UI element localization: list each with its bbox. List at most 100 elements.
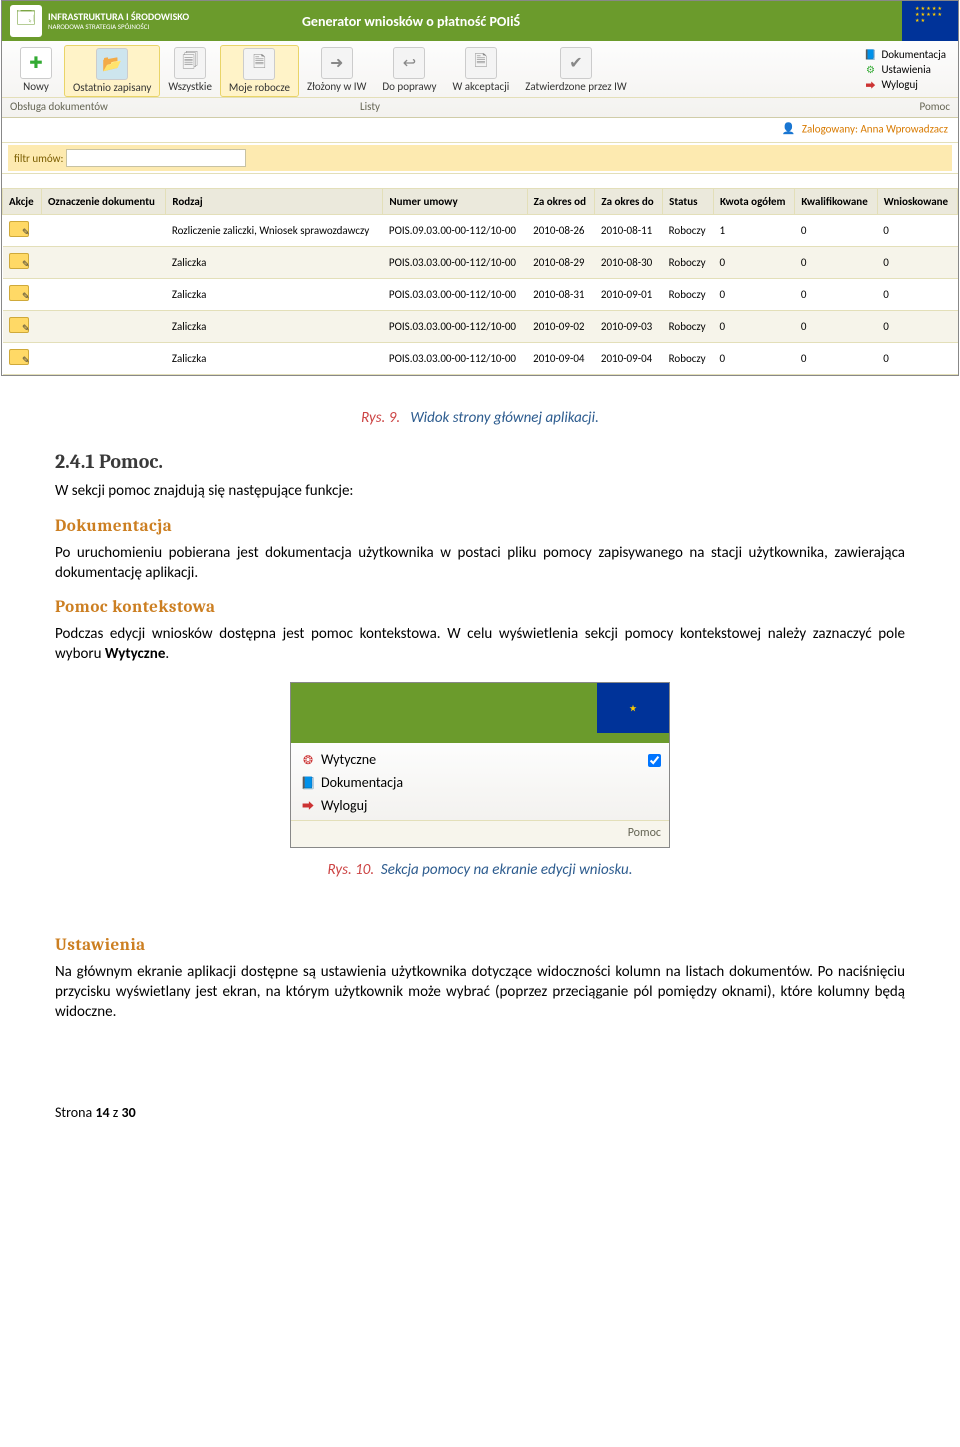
toolbar-label: Nowy bbox=[23, 81, 49, 93]
table-header-cell: Za okres do bbox=[595, 189, 663, 215]
pk-text-1: Podczas edycji wniosków dostępna jest po… bbox=[55, 625, 905, 663]
heading-pomoc-kontekstowa: Pomoc kontekstowa bbox=[55, 597, 905, 620]
wytyczne-checkbox[interactable] bbox=[648, 754, 661, 767]
toolbar-button[interactable]: ↩Do poprawy bbox=[374, 45, 444, 97]
table-cell bbox=[3, 311, 42, 343]
table-cell: 0 bbox=[713, 343, 794, 375]
table-header-cell: Akcje bbox=[3, 189, 42, 215]
documents-table: AkcjeOznaczenie dokumentuRodzajNumer umo… bbox=[2, 188, 958, 375]
page-footer: Strona 14 z 30 bbox=[0, 1034, 960, 1141]
table-cell: 2010-08-26 bbox=[527, 215, 595, 247]
section-intro: W sekcji pomoc znajdują się następujące … bbox=[55, 481, 905, 501]
para-pomoc-kontekstowa: Podczas edycji wniosków dostępna jest po… bbox=[55, 624, 905, 665]
table-cell: POIS.03.03.00-00-112/10-00 bbox=[383, 343, 527, 375]
table-cell: POIS.03.03.00-00-112/10-00 bbox=[383, 311, 527, 343]
toolbar-button[interactable]: 🗐 Wszystkie bbox=[160, 45, 220, 97]
table-cell: 2010-09-02 bbox=[527, 311, 595, 343]
pf-cur: 14 bbox=[95, 1104, 109, 1121]
logo-icon: 🗔 bbox=[10, 5, 42, 37]
edit-icon[interactable] bbox=[9, 285, 29, 301]
table-header-cell: Wnioskowane bbox=[877, 189, 957, 215]
toolbar-icon: 📂 bbox=[96, 48, 128, 80]
ustawienia-icon: ⚙ bbox=[863, 63, 877, 76]
table-cell: 0 bbox=[795, 279, 877, 311]
table-header-cell: Status bbox=[663, 189, 714, 215]
heading-dokumentacja: Dokumentacja bbox=[55, 516, 905, 539]
table-row[interactable]: Rozliczenie zaliczki, Wniosek sprawozdaw… bbox=[3, 215, 958, 247]
edit-icon[interactable] bbox=[9, 317, 29, 333]
table-cell bbox=[42, 343, 166, 375]
ribbon-section-right: Pomoc bbox=[870, 100, 950, 113]
section-heading: 2.4.1 Pomoc. bbox=[55, 448, 905, 475]
filter-input[interactable] bbox=[66, 149, 246, 167]
toolbar-icon: 🗎 bbox=[465, 47, 497, 79]
fig10-caption: Sekcja pomocy na ekranie edycji wniosku. bbox=[381, 861, 633, 879]
table-cell: POIS.09.03.00-00-112/10-00 bbox=[383, 215, 527, 247]
toolbar-button[interactable]: ✔Zatwierdzone przez IW bbox=[517, 45, 634, 97]
help-panel-item[interactable]: ❂Wytyczne bbox=[299, 749, 661, 772]
filter-bar: filtr umów: bbox=[2, 143, 958, 174]
toolbar-label: Moje robocze bbox=[229, 82, 290, 94]
screenshot-main: 🗔 INFRASTRUKTURA I ŚRODOWISKO NARODOWA S… bbox=[1, 0, 959, 376]
table-cell: 2010-09-03 bbox=[595, 311, 663, 343]
toolbar-icon: ➜ bbox=[321, 47, 353, 79]
toolbar-main-group: ✚Nowy📂Ostatnio zapisany🗐Wszystkie🗎Moje r… bbox=[8, 45, 857, 97]
shot2-banner: ⋆ bbox=[291, 683, 669, 743]
table-row[interactable]: ZaliczkaPOIS.03.03.00-00-112/10-002010-0… bbox=[3, 311, 958, 343]
logo-subtitle: NARODOWA STRATEGIA SPÓJNOŚCI bbox=[48, 22, 189, 31]
table-cell: 0 bbox=[713, 247, 794, 279]
edit-icon[interactable] bbox=[9, 349, 29, 365]
table-cell: Zaliczka bbox=[166, 311, 383, 343]
table-body: Rozliczenie zaliczki, Wniosek sprawozdaw… bbox=[3, 215, 958, 375]
toolbar-right-link[interactable]: 📘Dokumentacja bbox=[863, 47, 946, 62]
toolbar-label: Wszystkie bbox=[168, 81, 212, 93]
table-cell: Roboczy bbox=[663, 247, 714, 279]
table-cell: Zaliczka bbox=[166, 343, 383, 375]
toolbar-right-link[interactable]: ⚙Ustawienia bbox=[863, 62, 946, 77]
toolbar-button[interactable]: 🗎Moje robocze bbox=[220, 45, 299, 97]
toolbar-right-link[interactable]: ⮕Wyloguj bbox=[863, 77, 946, 92]
page-content: Rys. 9. Widok strony głównej aplikacji. … bbox=[0, 376, 960, 1034]
table-row[interactable]: ZaliczkaPOIS.03.03.00-00-112/10-002010-0… bbox=[3, 343, 958, 375]
table-row[interactable]: ZaliczkaPOIS.03.03.00-00-112/10-002010-0… bbox=[3, 279, 958, 311]
help-panel-item[interactable]: ⮕Wyloguj bbox=[299, 795, 661, 818]
table-cell: 0 bbox=[877, 279, 957, 311]
shot2-footer: Pomoc bbox=[291, 820, 669, 847]
table-cell: 0 bbox=[877, 343, 957, 375]
toolbar-icon: ✚ bbox=[20, 47, 52, 79]
ribbon-toolbar: ✚Nowy📂Ostatnio zapisany🗐Wszystkie🗎Moje r… bbox=[2, 41, 958, 118]
app-title: Generator wniosków o płatność POIiŚ bbox=[302, 13, 520, 30]
table-cell: 0 bbox=[795, 343, 877, 375]
toolbar-button[interactable]: ✚ Nowy bbox=[8, 45, 64, 97]
figure-10-caption: Rys. 10. Sekcja pomocy na ekranie edycji… bbox=[55, 860, 905, 880]
table-cell: 2010-09-01 bbox=[595, 279, 663, 311]
table-cell bbox=[3, 343, 42, 375]
table-header-cell: Kwota ogółem bbox=[713, 189, 794, 215]
figure-9-caption: Rys. 9. Widok strony głównej aplikacji. bbox=[55, 408, 905, 428]
toolbar-button[interactable]: 📂Ostatnio zapisany bbox=[64, 45, 160, 97]
toolbar-icon: 🗐 bbox=[174, 47, 206, 79]
table-row[interactable]: ZaliczkaPOIS.03.03.00-00-112/10-002010-0… bbox=[3, 247, 958, 279]
table-cell bbox=[42, 247, 166, 279]
help-panel-label: Dokumentacja bbox=[321, 774, 403, 793]
toolbar-icon: ↩ bbox=[393, 47, 425, 79]
login-bar: 👤 Zalogowany: Anna Wprowadzacz bbox=[2, 118, 958, 143]
table-cell: 0 bbox=[877, 311, 957, 343]
wyloguj-icon: ⮕ bbox=[863, 78, 877, 91]
toolbar-button[interactable]: ➜ Złożony w IW bbox=[299, 45, 374, 97]
toolbar-button[interactable]: 🗎W akceptacji bbox=[445, 45, 518, 97]
toolbar-label: Złożony w IW bbox=[307, 81, 366, 93]
edit-icon[interactable] bbox=[9, 221, 29, 237]
edit-icon[interactable] bbox=[9, 253, 29, 269]
fig9-caption: Widok strony głównej aplikacji. bbox=[410, 409, 599, 427]
help-panel-item[interactable]: 📘Dokumentacja bbox=[299, 772, 661, 795]
ribbon-footer: Obsługa dokumentów Listy Pomoc bbox=[2, 97, 958, 117]
pf-pre: Strona bbox=[55, 1104, 95, 1121]
dokumentacja-icon: 📘 bbox=[299, 776, 317, 792]
table-cell: 0 bbox=[795, 311, 877, 343]
pk-text-2: . bbox=[165, 645, 169, 663]
table-cell: Rozliczenie zaliczki, Wniosek sprawozdaw… bbox=[166, 215, 383, 247]
table-cell: 2010-08-11 bbox=[595, 215, 663, 247]
table-cell: Roboczy bbox=[663, 311, 714, 343]
login-user: Anna Wprowadzacz bbox=[860, 123, 948, 136]
